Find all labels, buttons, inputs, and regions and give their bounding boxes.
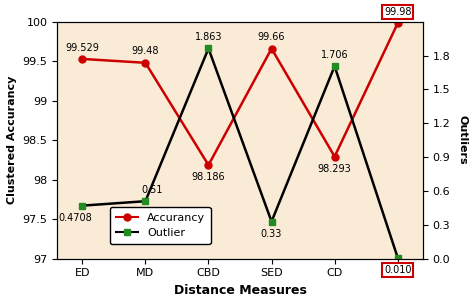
Y-axis label: Outliers: Outliers	[457, 116, 467, 165]
Text: 99.48: 99.48	[132, 47, 159, 57]
X-axis label: Distance Measures: Distance Measures	[173, 284, 307, 297]
Text: 0.33: 0.33	[261, 229, 282, 239]
Text: 99.66: 99.66	[258, 32, 285, 42]
Y-axis label: Clustered Accurancy: Clustered Accurancy	[7, 76, 17, 204]
Text: 99.98: 99.98	[384, 7, 411, 17]
Text: 1.863: 1.863	[195, 32, 222, 42]
Text: 0.4708: 0.4708	[58, 213, 92, 223]
Text: 98.293: 98.293	[318, 164, 352, 174]
Text: 0.010: 0.010	[384, 265, 411, 275]
Text: 1.706: 1.706	[321, 50, 348, 60]
Text: 99.529: 99.529	[65, 43, 99, 53]
Legend: Accurancy, Outlier: Accurancy, Outlier	[110, 207, 210, 244]
Text: 98.186: 98.186	[191, 172, 225, 182]
Text: 0.51: 0.51	[142, 185, 163, 195]
